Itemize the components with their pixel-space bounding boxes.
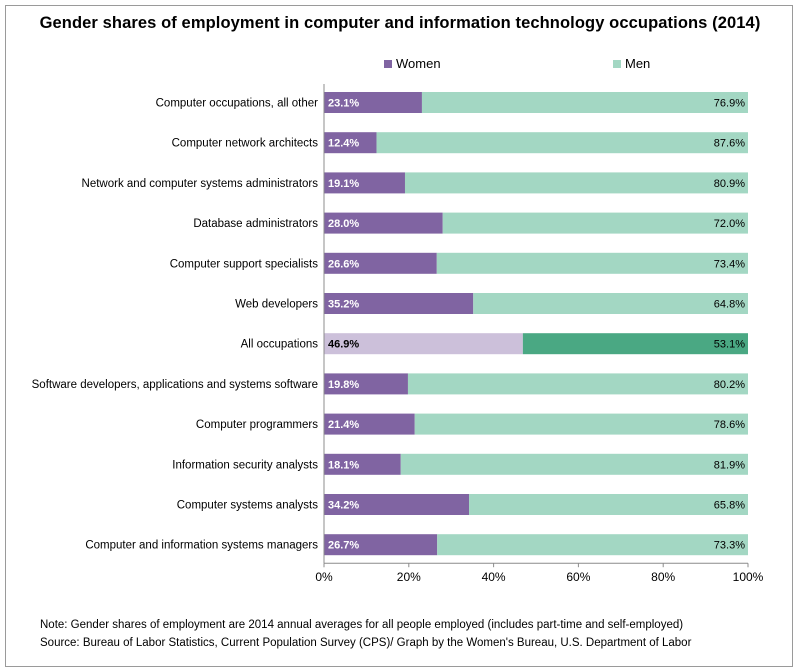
bar-men	[414, 413, 748, 435]
legend-item-women: Women	[384, 56, 441, 71]
bar-women	[324, 453, 401, 475]
chart-title: Gender shares of employment in computer …	[39, 14, 761, 32]
x-tick-label: 80%	[651, 570, 675, 584]
bar-women	[324, 293, 474, 314]
legend-item-men: Men	[613, 56, 650, 71]
data-label-women: 19.8%	[328, 379, 359, 391]
category-label: Network and computer systems administrat…	[82, 178, 319, 190]
data-label-men: 80.2%	[714, 379, 745, 391]
bar-men	[437, 534, 748, 556]
data-label-men: 76.9%	[714, 98, 745, 110]
legend-swatch-women	[384, 59, 392, 68]
data-label-men: 65.8%	[714, 500, 745, 512]
data-label-women: 21.4%	[328, 419, 359, 431]
bar-women	[324, 252, 437, 274]
x-tick-label: 0%	[315, 570, 333, 584]
data-label-men: 73.4%	[714, 258, 745, 270]
category-label: Software developers, applications and sy…	[32, 379, 318, 391]
data-label-women: 26.6%	[328, 258, 359, 270]
data-label-women: 26.7%	[328, 540, 359, 552]
category-label: Computer support specialists	[170, 258, 319, 270]
legend-label-women: Women	[396, 56, 441, 71]
data-label-men: 64.8%	[714, 299, 745, 311]
bar-women	[324, 373, 408, 395]
data-label-women: 34.2%	[328, 500, 359, 512]
data-label-women: 28.0%	[328, 218, 359, 230]
data-label-women: 19.1%	[328, 178, 359, 190]
bar-men	[522, 333, 748, 355]
bar-men	[404, 172, 748, 194]
data-label-women: 46.9%	[328, 339, 359, 351]
category-label: Information security analysts	[172, 459, 318, 471]
category-label: Computer programmers	[196, 419, 318, 431]
bar-men	[469, 494, 748, 515]
bar-women	[324, 172, 405, 194]
data-label-men: 80.9%	[714, 178, 745, 190]
category-label: Computer systems analysts	[177, 500, 318, 512]
data-label-women: 12.4%	[328, 138, 359, 150]
footer-source: Source: Bureau of Labor Statistics, Curr…	[40, 637, 692, 649]
bar-women	[324, 132, 377, 154]
bar-women	[324, 534, 438, 556]
category-label: Computer and information systems manager…	[85, 540, 318, 552]
x-tick-label: 100%	[733, 570, 764, 584]
bar-women	[324, 413, 415, 435]
category-label: Computer occupations, all other	[156, 98, 319, 110]
bar-men	[442, 212, 748, 234]
bar-women	[324, 212, 443, 234]
bar-men	[400, 453, 748, 475]
bar-women	[324, 92, 422, 113]
bar-men	[376, 132, 748, 154]
category-label: Web developers	[235, 299, 318, 311]
bar-women	[324, 494, 470, 515]
data-label-men: 87.6%	[714, 138, 745, 150]
chart-legend: Women Men	[0, 56, 800, 76]
bar-men	[407, 373, 748, 395]
legend-label-men: Men	[625, 56, 651, 71]
data-label-men: 72.0%	[714, 218, 745, 230]
data-label-women: 35.2%	[328, 299, 359, 311]
data-label-women: 18.1%	[328, 459, 359, 471]
x-tick-label: 40%	[482, 570, 506, 584]
data-label-men: 78.6%	[714, 419, 745, 431]
bar-women	[324, 333, 523, 355]
x-tick-label: 60%	[566, 570, 590, 584]
data-label-men: 81.9%	[714, 459, 745, 471]
category-label: Computer network architects	[172, 138, 319, 150]
data-label-men: 73.3%	[714, 540, 745, 552]
data-label-men: 53.1%	[714, 339, 745, 351]
bar-men	[421, 92, 748, 113]
x-tick-label: 20%	[397, 570, 421, 584]
bar-men	[473, 293, 748, 314]
category-label: All occupations	[241, 339, 319, 351]
category-label: Database administrators	[193, 218, 318, 230]
data-label-women: 23.1%	[328, 98, 359, 110]
footer-note: Note: Gender shares of employment are 20…	[40, 619, 684, 631]
legend-swatch-men	[613, 59, 621, 68]
bar-men	[436, 252, 748, 274]
